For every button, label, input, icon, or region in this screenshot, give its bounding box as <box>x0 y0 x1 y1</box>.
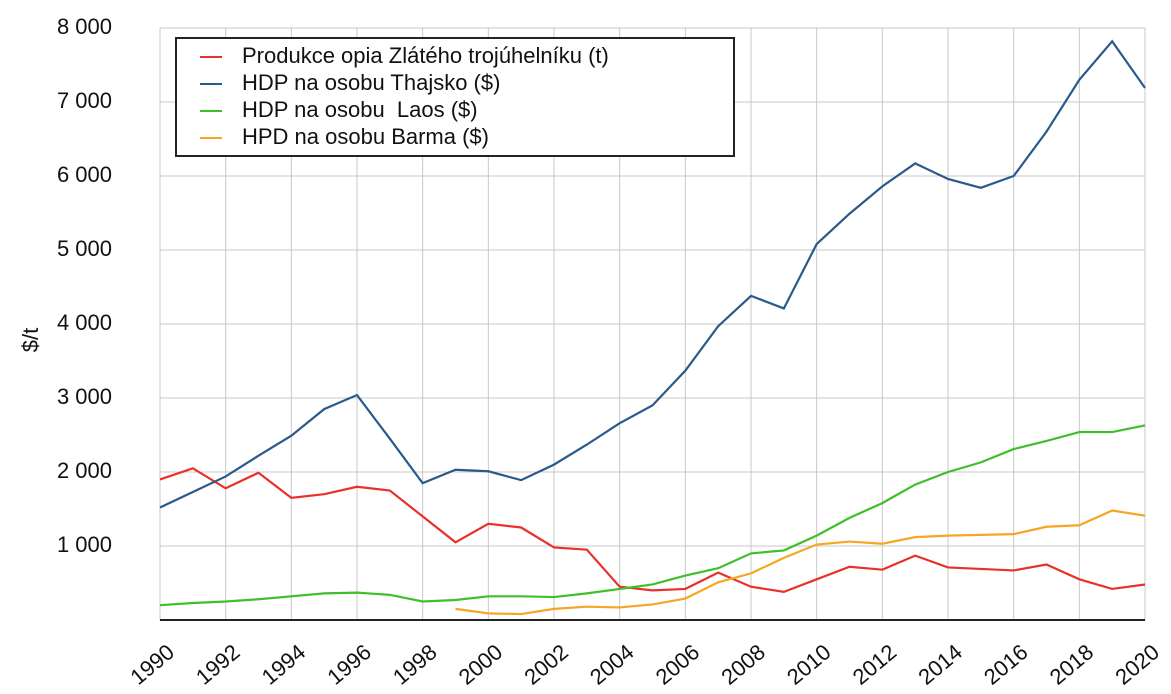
y-tick-label: 5 000 <box>57 236 112 261</box>
y-tick-label: 1 000 <box>57 532 112 557</box>
x-tick-label: 2002 <box>519 639 573 689</box>
data-line <box>159 467 1146 594</box>
legend-label: Produkce opia Zlátého trojúhelníku (t) <box>242 43 609 68</box>
legend-label: HDP na osobu Thajsko ($) <box>242 70 500 95</box>
data-line <box>159 424 1146 607</box>
x-tick-label: 2020 <box>1110 639 1164 689</box>
x-tick-label: 2010 <box>782 639 836 689</box>
x-tick-label: 1992 <box>191 639 245 689</box>
x-tick-label: 1994 <box>257 639 311 689</box>
x-tick-label: 1998 <box>388 639 442 689</box>
legend-label: HPD na osobu Barma ($) <box>242 124 489 149</box>
x-tick-label: 2012 <box>848 639 902 689</box>
x-tick-label: 2000 <box>454 639 508 689</box>
data-line <box>159 39 1146 509</box>
y-tick-label: 6 000 <box>57 162 112 187</box>
legend-label: HDP na osobu Laos ($) <box>242 97 478 122</box>
x-tick-label: 2014 <box>913 639 967 689</box>
x-tick-label: 2008 <box>716 639 770 689</box>
y-tick-label: 7 000 <box>57 88 112 113</box>
data-line <box>455 509 1146 616</box>
x-tick-label: 2006 <box>651 639 705 689</box>
x-tick-label: 2016 <box>979 639 1033 689</box>
x-tick-label: 1990 <box>125 639 179 689</box>
x-tick-label: 1996 <box>322 639 376 689</box>
y-tick-label: 8 000 <box>57 14 112 39</box>
y-tick-label: 4 000 <box>57 310 112 335</box>
y-tick-label: 2 000 <box>57 458 112 483</box>
legend-box <box>175 37 735 157</box>
y-axis-label: $/t <box>18 328 43 352</box>
y-tick-label: 3 000 <box>57 384 112 409</box>
x-tick-label: 2004 <box>585 639 639 689</box>
x-tick-label: 2018 <box>1045 639 1099 689</box>
